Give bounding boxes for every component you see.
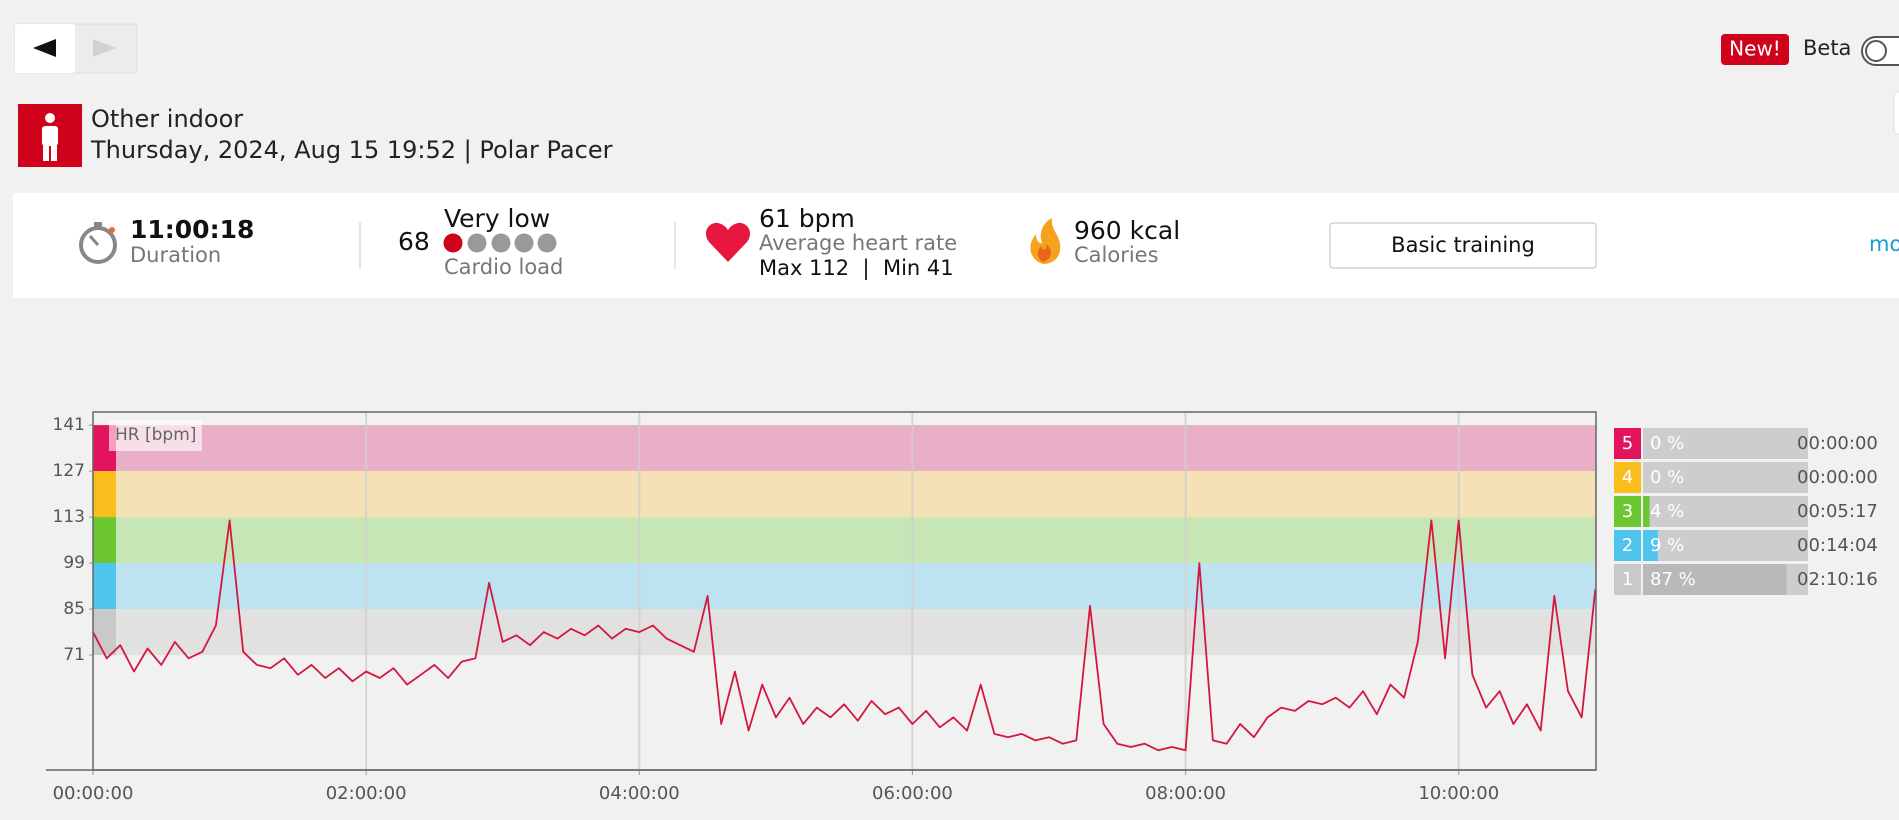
zone-band bbox=[93, 609, 1596, 656]
y-tick-label: 127 bbox=[53, 461, 85, 481]
zone-bar-bg bbox=[1643, 530, 1808, 561]
zone-band bbox=[93, 471, 1596, 518]
y-tick-label: 99 bbox=[63, 553, 85, 573]
zone-badge bbox=[1614, 564, 1641, 595]
heart-icon bbox=[705, 222, 751, 262]
zone-number: 2 bbox=[1622, 535, 1633, 556]
zone-time: 00:00:00 bbox=[1797, 433, 1878, 454]
next-icon[interactable] bbox=[93, 39, 116, 57]
zone-percent: 87 % bbox=[1650, 569, 1696, 590]
zone-badge bbox=[1614, 462, 1641, 493]
badge-text: New! bbox=[1729, 37, 1781, 61]
zone-strip bbox=[93, 517, 116, 564]
side-tab[interactable] bbox=[1893, 91, 1899, 135]
prev-icon bbox=[33, 39, 56, 57]
zone-badge bbox=[1614, 428, 1641, 459]
training-button[interactable] bbox=[1329, 222, 1597, 269]
zone-badge bbox=[1614, 496, 1641, 527]
zone-percent: 4 % bbox=[1650, 501, 1684, 522]
zone-percent: 0 % bbox=[1650, 467, 1684, 488]
cardio-load-status: Very low bbox=[444, 204, 550, 233]
flame-inner bbox=[1037, 244, 1051, 262]
more-link[interactable]: mo bbox=[1869, 232, 1899, 256]
y-tick-label: 141 bbox=[53, 415, 85, 435]
cardio-load-value: 68 bbox=[398, 227, 430, 256]
zone-bar bbox=[1643, 564, 1787, 595]
zone-bar-bg bbox=[1643, 462, 1808, 493]
zone-number: 5 bbox=[1622, 433, 1633, 454]
zone-bar-bg bbox=[1643, 496, 1808, 527]
zone-time: 00:14:04 bbox=[1797, 535, 1878, 556]
zone-number: 4 bbox=[1622, 467, 1633, 488]
x-tick-label: 02:00:00 bbox=[326, 783, 407, 804]
avg-hr-value: 61 bpm bbox=[759, 204, 855, 233]
calories-label: Calories bbox=[1074, 243, 1159, 267]
toggle-knob bbox=[1865, 40, 1887, 62]
zone-percent: 0 % bbox=[1650, 433, 1684, 454]
zone-bar-bg bbox=[1643, 428, 1808, 459]
zone-time: 02:10:16 bbox=[1797, 569, 1878, 590]
zone-number: 1 bbox=[1622, 569, 1633, 590]
zone-band bbox=[93, 563, 1596, 610]
zone-band bbox=[93, 425, 1596, 472]
avg-hr-label: Average heart rate bbox=[759, 231, 957, 255]
cardio-dots bbox=[443, 233, 557, 253]
activity-details: Thursday, 2024, Aug 15 19:52 | Polar Pac… bbox=[90, 136, 613, 164]
training-button-text: Basic training bbox=[1391, 233, 1535, 257]
calories-value: 960 kcal bbox=[1074, 216, 1180, 245]
duration-label: Duration bbox=[130, 243, 221, 267]
zone-time: 00:05:17 bbox=[1797, 501, 1878, 522]
flame-icon bbox=[1030, 218, 1061, 264]
duration-value: 11:00:18 bbox=[130, 215, 254, 244]
zone-strip bbox=[93, 471, 116, 518]
x-tick-label: 00:00:00 bbox=[53, 783, 134, 804]
zone-strip bbox=[93, 609, 116, 656]
x-tick-label: 10:00:00 bbox=[1418, 783, 1499, 804]
stopwatch-icon bbox=[79, 222, 117, 264]
sport-name: Other indoor bbox=[91, 105, 243, 133]
y-axis-label: HR [bpm] bbox=[115, 425, 196, 445]
hr-line bbox=[92, 519, 1597, 752]
zone-strip bbox=[93, 563, 116, 610]
beta-label: Beta bbox=[1803, 36, 1851, 60]
y-label-box bbox=[109, 420, 202, 451]
max-min-hr: Max 112 | Min 41 bbox=[759, 256, 954, 281]
x-tick-label: 08:00:00 bbox=[1145, 783, 1226, 804]
zone-time: 00:00:00 bbox=[1797, 467, 1878, 488]
zone-percent: 9 % bbox=[1650, 535, 1684, 556]
x-tick-label: 04:00:00 bbox=[599, 783, 680, 804]
zone-number: 3 bbox=[1622, 501, 1633, 522]
zone-badge bbox=[1614, 530, 1641, 561]
zone-bar bbox=[1643, 496, 1650, 527]
zone-bar bbox=[1643, 530, 1658, 561]
new-badge bbox=[1721, 34, 1789, 65]
zone-band bbox=[93, 517, 1596, 564]
y-tick-label: 113 bbox=[53, 507, 85, 527]
hr-chart: 71 85 99 113 127 141 00:00:00 02:00:00 04:00:00 0… bbox=[46, 411, 1878, 804]
y-tick-label: 85 bbox=[63, 599, 85, 619]
y-tick-label: 71 bbox=[63, 645, 85, 665]
x-tick-label: 06:00:00 bbox=[872, 783, 953, 804]
person-icon bbox=[42, 113, 58, 161]
cardio-load-label: Cardio load bbox=[444, 255, 563, 279]
